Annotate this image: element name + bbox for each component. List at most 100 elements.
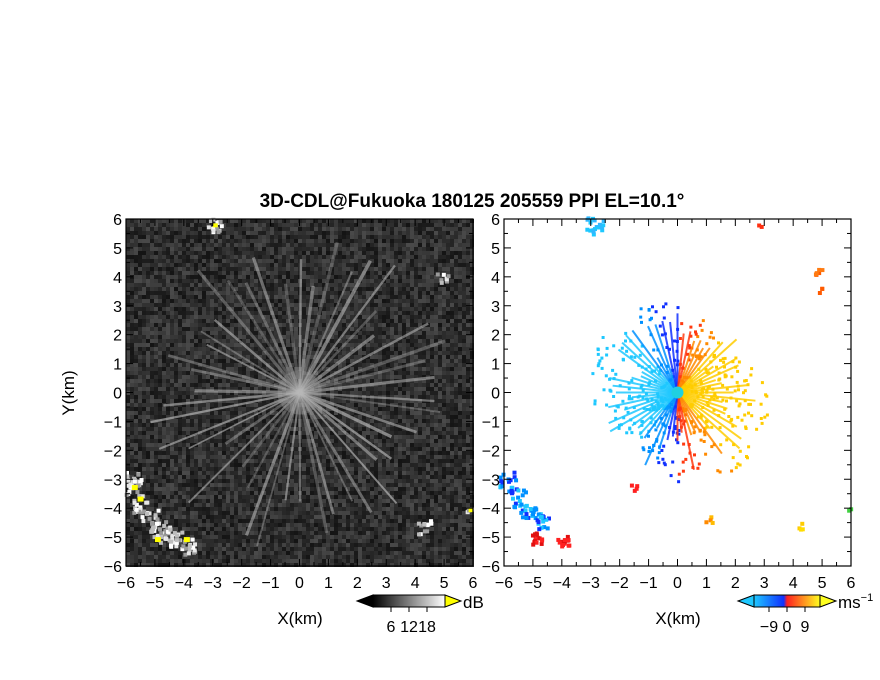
- velocity-colorbar: ms−1 −9 0 9: [736, 592, 873, 636]
- velocity-pixel: [691, 353, 695, 357]
- velocity-colorbar-low-arrow: [736, 594, 755, 608]
- echo-pixel: [709, 515, 714, 520]
- colorbar-tick-label: 12: [400, 619, 418, 636]
- echo-pixel: [127, 489, 132, 494]
- snr-colorbar-unit: dB: [463, 593, 484, 612]
- velocity-pixel: [664, 413, 668, 417]
- echo-pixel: [181, 544, 186, 549]
- velocity-pixel: [677, 480, 681, 484]
- echo-pixel: [820, 286, 825, 291]
- echo-pixel: [170, 533, 175, 538]
- velocity-pixel: [600, 356, 604, 360]
- echo-pixel: [163, 534, 168, 539]
- echo-pixel: [545, 526, 550, 531]
- velocity-pixel: [627, 387, 631, 391]
- velocity-pixel: [646, 398, 650, 402]
- echo-pixel: [523, 508, 528, 513]
- echo-pixel: [180, 547, 185, 552]
- velocity-pixel: [648, 446, 651, 450]
- echo-pixel: [446, 274, 451, 279]
- velocity-center: [671, 386, 684, 399]
- velocity-pixel: [722, 360, 726, 364]
- echo-pixel: [162, 524, 167, 529]
- snr-axis-ticks: −6 6 −5 5 −4 4 −3 3 −2 2 −1 1 0 0 1 −1 2 −2 3 −3 4 −4 5 −5 6 −6: [104, 212, 478, 592]
- velocity-pixel: [681, 460, 685, 464]
- velocity-pixel: [656, 456, 660, 460]
- snr-colorbar-low-arrow: [355, 594, 374, 608]
- velocity-pixel: [712, 336, 715, 340]
- echo-pixel: [422, 521, 427, 526]
- snr-streak: [150, 391, 300, 424]
- snr-streak: [298, 391, 373, 514]
- echo-pixel: [519, 502, 524, 507]
- velocity-pixel: [639, 307, 643, 311]
- velocity-pixel: [630, 397, 634, 401]
- echo-pixel: [531, 542, 536, 547]
- echo-pixel: [534, 540, 539, 545]
- echo-pixel: [541, 519, 546, 524]
- echo-pixel: [206, 225, 211, 230]
- x-tick-label: −5: [524, 575, 542, 592]
- velocity-pixel: [744, 379, 748, 382]
- velocity-pixel: [703, 433, 707, 437]
- echo-pixel: [219, 224, 224, 229]
- echo-pixel: [520, 508, 525, 513]
- echo-peak: [137, 496, 144, 502]
- velocity-pixel: [677, 432, 681, 436]
- echo-pixel: [132, 498, 137, 503]
- y-tick-label: 6: [113, 212, 122, 229]
- velocity-pixel: [725, 438, 729, 442]
- echo-pixel: [132, 476, 137, 481]
- echo-pixel: [134, 502, 139, 507]
- velocity-pixel: [662, 316, 666, 320]
- x-tick-label: 6: [847, 575, 856, 592]
- snr-echoes: [124, 217, 474, 557]
- velocity-ray: [617, 348, 679, 394]
- x-tick-label: −5: [146, 575, 164, 592]
- velocity-pixel: [614, 416, 618, 420]
- velocity-pixel: [718, 426, 722, 430]
- velocity-pixel: [705, 420, 709, 424]
- y-tick-label: −1: [482, 414, 500, 431]
- echo-pixel: [540, 538, 545, 543]
- colorbar-tick-label: −9: [760, 619, 778, 636]
- velocity-pixel: [698, 323, 702, 327]
- snr-streak: [299, 391, 417, 434]
- echo-pixel: [159, 531, 164, 536]
- echo-pixel: [534, 507, 539, 512]
- echo-pixel: [215, 220, 220, 225]
- echo-pixel: [498, 484, 503, 489]
- x-tick-label: 6: [469, 575, 478, 592]
- snr-streak: [244, 282, 301, 394]
- echo-pixel: [211, 226, 216, 231]
- velocity-pixel: [719, 443, 723, 447]
- velocity-pixel: [730, 469, 734, 473]
- snr-streak: [200, 330, 301, 394]
- velocity-pixel: [688, 346, 692, 350]
- velocity-pixel: [686, 352, 689, 356]
- snr-streak: [206, 343, 300, 394]
- velocity-pixel: [624, 339, 627, 343]
- velocity-pixel: [617, 426, 621, 430]
- velocity-pixel: [624, 331, 628, 335]
- snr-streak: [298, 392, 335, 515]
- velocity-pixel: [665, 346, 669, 349]
- velocity-pixel: [694, 355, 698, 359]
- velocity-pixel: [731, 360, 735, 364]
- echo-pixel: [183, 552, 188, 557]
- snr-streak: [167, 354, 300, 394]
- echo-pixel: [601, 219, 606, 224]
- velocity-pixel: [605, 346, 609, 350]
- snr-y-axis-label: Y(km): [59, 370, 78, 415]
- echo-pixel: [592, 218, 597, 223]
- echo-pixel: [498, 475, 503, 480]
- velocity-pixel: [737, 388, 740, 392]
- echo-pixel: [759, 224, 764, 229]
- echo-pixel: [125, 470, 130, 475]
- x-tick-label: −1: [639, 575, 657, 592]
- velocity-pixel: [742, 391, 745, 395]
- snr-colorbar-bar: [372, 594, 446, 608]
- echo-pixel: [600, 228, 605, 233]
- echo-pixel: [137, 494, 142, 499]
- velocity-pixel: [651, 305, 654, 309]
